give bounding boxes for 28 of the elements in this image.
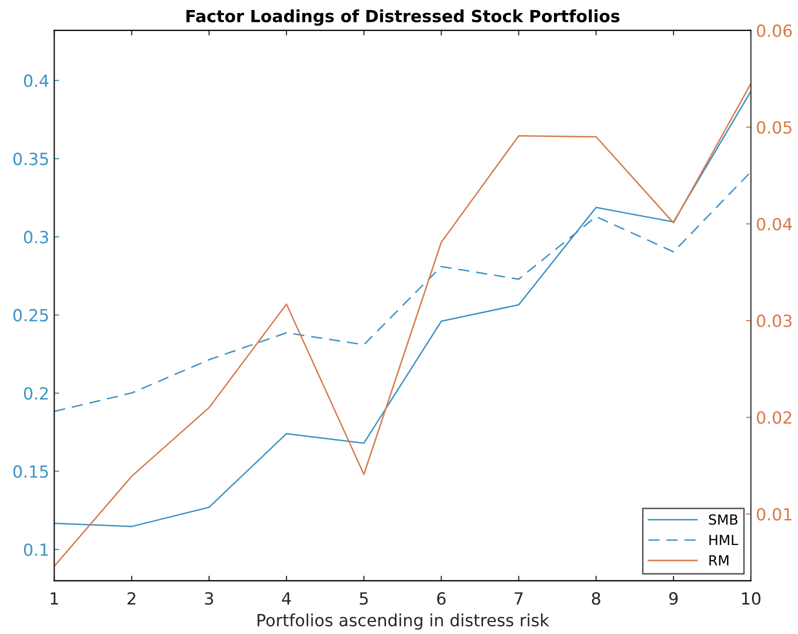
y-tick-label: 0.2	[24, 387, 48, 400]
y2-tick-label: 0.01	[756, 508, 792, 521]
x-tick-label: 6	[437, 592, 446, 605]
legend-label: SMB	[709, 514, 738, 525]
legend-label: HML	[709, 534, 738, 545]
x-tick-label: 8	[592, 592, 600, 605]
chart-title: Factor Loadings of Distressed Stock Portfolios	[186, 9, 620, 26]
y2-tick-label: 0.02	[756, 411, 792, 424]
x-tick-label: 9	[669, 592, 678, 605]
y-tick-label: 0.35	[13, 152, 48, 166]
y-tick-label: 0.4	[24, 74, 48, 88]
x-tick-label: 5	[360, 592, 368, 605]
x-tick-label: 4	[282, 592, 291, 605]
y2-tick-label: 0.04	[756, 218, 792, 230]
y-tick-label: 0.1	[24, 543, 48, 556]
x-axis-title: Portfolios ascending in distress risk	[258, 614, 550, 630]
x-tick-label: 10	[742, 592, 760, 605]
x-tick-label: 3	[205, 592, 214, 605]
y2-tick-label: 0.06	[756, 24, 792, 37]
y2-tick-label: 0.03	[756, 314, 792, 328]
x-tick-label: 2	[128, 592, 136, 605]
legend-label: RM	[709, 555, 728, 566]
y-tick-label: 0.3	[24, 230, 48, 244]
x-tick-label: 7	[514, 592, 523, 605]
y-tick-label: 0.25	[13, 308, 48, 322]
y2-tick-label: 0.05	[756, 121, 792, 134]
x-tick-label: 1	[50, 592, 58, 605]
y-tick-label: 0.15	[13, 465, 48, 478]
